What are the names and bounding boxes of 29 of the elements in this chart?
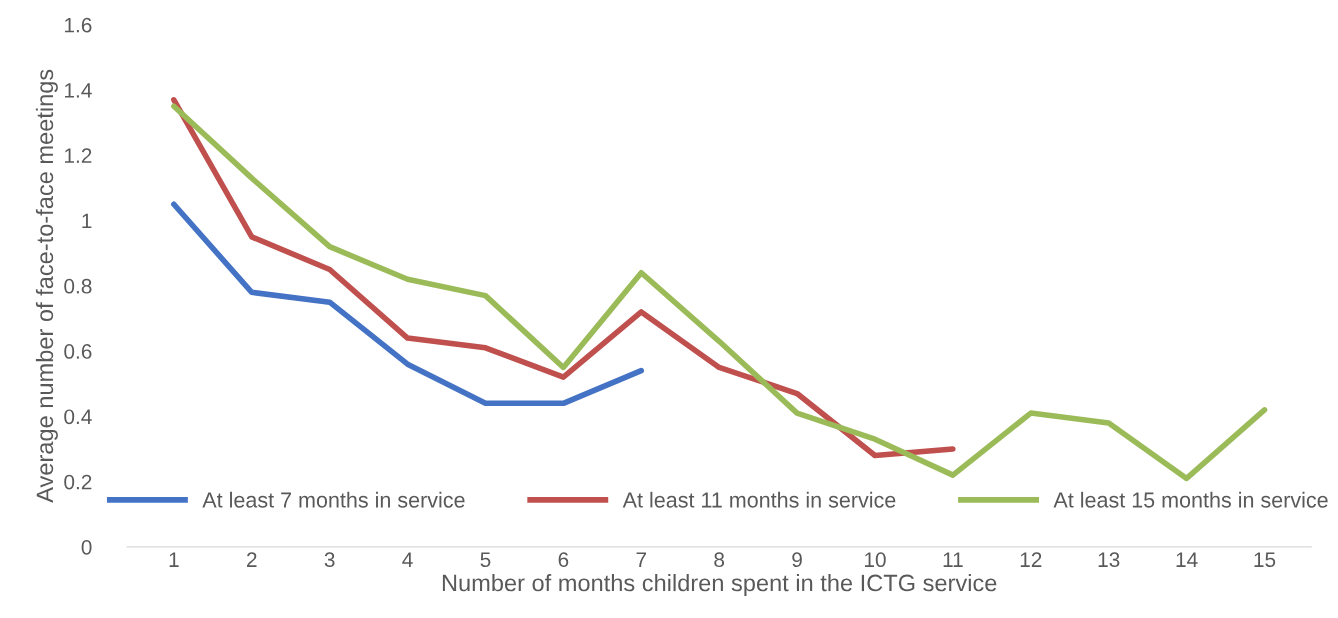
x-tick-label: 10	[864, 552, 886, 568]
x-tick-label: 5	[480, 552, 491, 568]
x-tick-label: 6	[558, 552, 569, 568]
y-tick-label: 0.6	[64, 344, 92, 359]
legend-label: At least 15 months in service	[1053, 491, 1328, 508]
x-tick-label: 4	[402, 552, 413, 567]
x-tick-label: 1	[169, 552, 179, 567]
y-tick-label: 0.8	[64, 278, 92, 294]
x-tick-label: 9	[792, 552, 802, 568]
y-tick-label: 0	[81, 539, 92, 555]
x-tick-label: 7	[636, 552, 647, 567]
x-tick-label: 15	[1254, 552, 1276, 568]
legend-label: At least 7 months in service	[202, 491, 465, 508]
y-tick-label: 1	[82, 213, 92, 229]
x-tick-label: 3	[324, 552, 335, 568]
y-tick-label: 0.4	[64, 409, 92, 425]
x-tick-label: 12	[1020, 552, 1042, 567]
y-tick-label: 1.6	[65, 17, 92, 33]
y-tick-label: 0.2	[64, 474, 92, 490]
y-tick-label: 1.2	[65, 148, 92, 163]
x-tick-label: 8	[714, 552, 725, 568]
x-axis-title: Number of months children spent in the ICTG service	[442, 573, 997, 596]
x-tick-label: 11	[943, 552, 963, 567]
y-tick-label: 1.4	[65, 83, 92, 98]
x-tick-label: 14	[1176, 552, 1198, 567]
x-tick-label: 13	[1098, 552, 1120, 568]
legend-label: At least 11 months in service	[622, 491, 896, 508]
x-tick-label: 2	[247, 552, 257, 567]
y-axis-title: Average number of face-to-face meetings	[35, 69, 58, 503]
